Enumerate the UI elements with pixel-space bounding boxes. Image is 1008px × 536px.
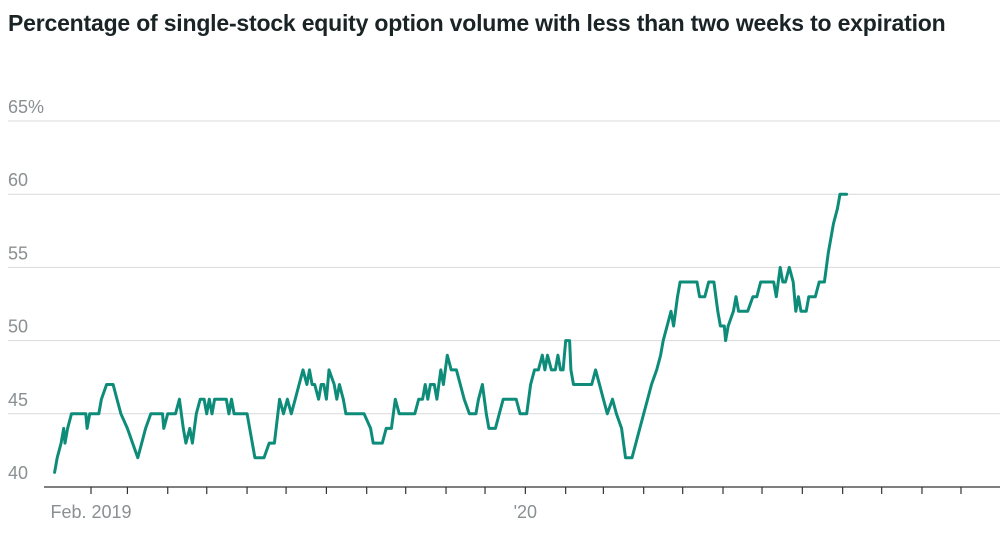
y-tick-label: 55 xyxy=(8,243,28,263)
y-tick-label: 50 xyxy=(8,317,28,337)
chart-title: Percentage of single-stock equity option… xyxy=(8,10,946,36)
y-tick-label: 45 xyxy=(8,390,28,410)
gridlines xyxy=(8,120,1000,415)
series-layer xyxy=(53,192,849,474)
x-tick-label: Feb. 2019 xyxy=(50,502,131,522)
y-tick-label: 40 xyxy=(8,463,28,483)
series-line xyxy=(53,192,849,474)
x-axis-labels: Feb. 2019 '20 xyxy=(50,502,537,522)
x-axis-ticks xyxy=(90,487,962,494)
x-tick-label: '20 xyxy=(514,502,537,522)
y-tick-label: 65% xyxy=(8,97,44,117)
y-tick-label: 60 xyxy=(8,170,28,190)
y-axis-labels: 65% 60 55 50 45 40 xyxy=(8,97,44,483)
